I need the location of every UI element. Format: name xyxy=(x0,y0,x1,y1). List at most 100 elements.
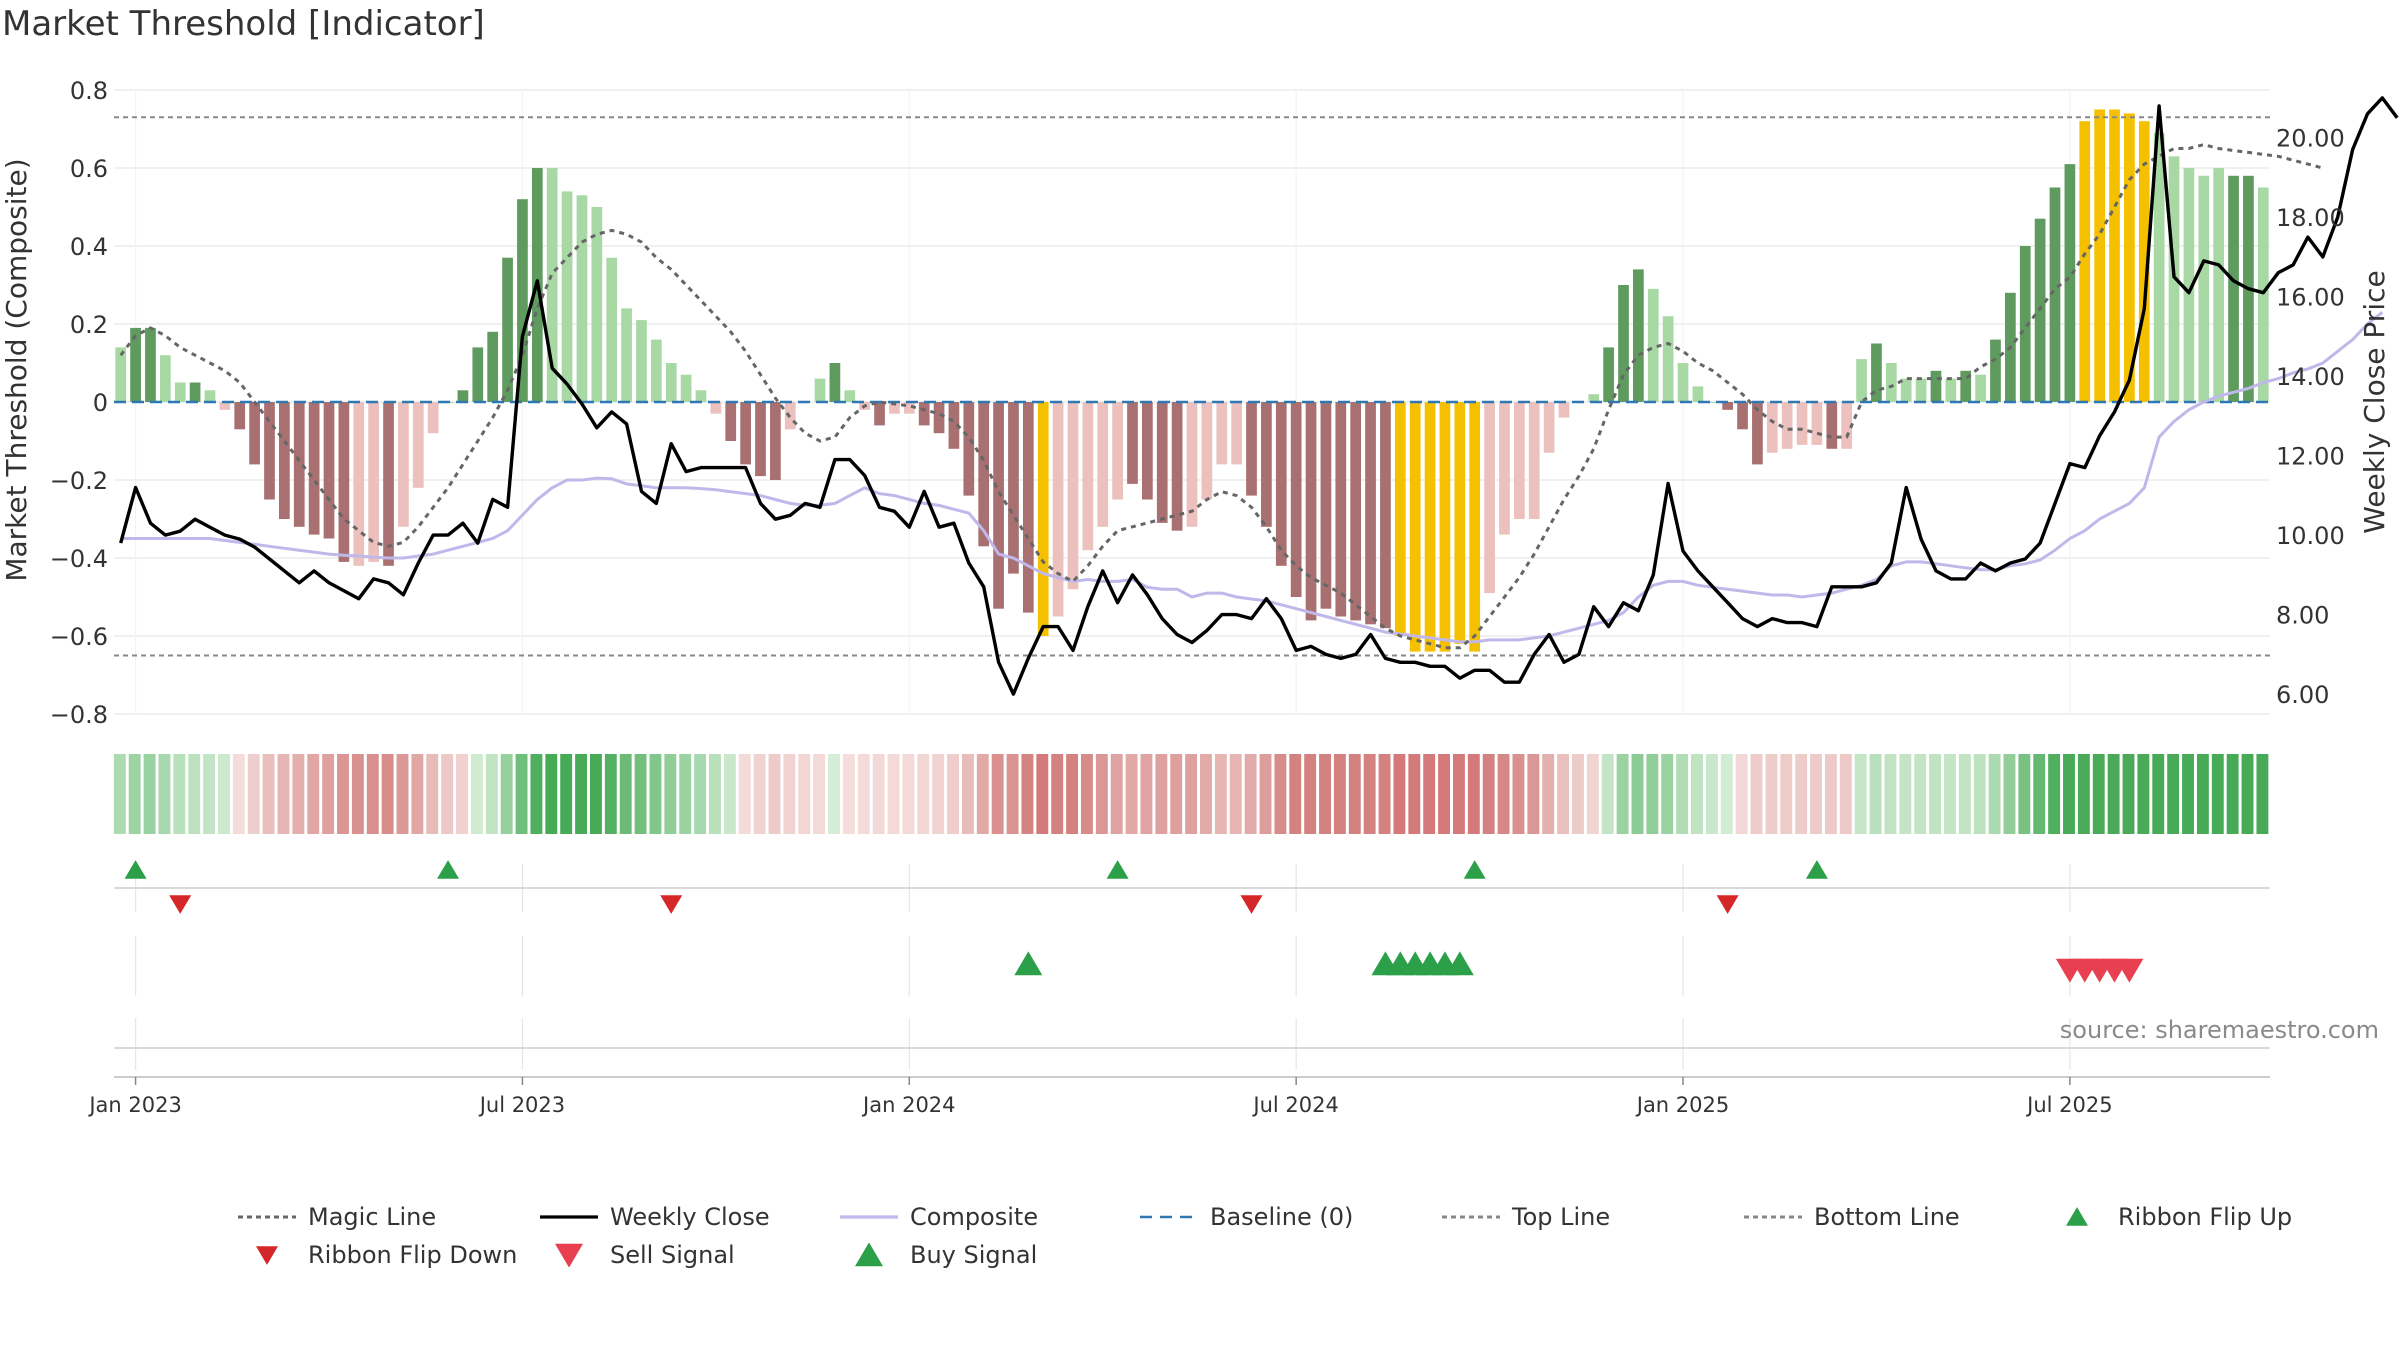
composite-bar xyxy=(680,374,692,402)
composite-bar xyxy=(1037,402,1049,636)
ribbon-cell xyxy=(1214,754,1227,834)
legend-label: Magic Line xyxy=(308,1203,437,1231)
ribbon-cell xyxy=(2241,754,2254,834)
legend-label: Bottom Line xyxy=(1814,1203,1960,1231)
ribbon-cell xyxy=(604,754,617,834)
composite-bar xyxy=(1662,316,1674,402)
legend-item: Ribbon Flip Down xyxy=(236,1241,517,1269)
legend-item: Composite xyxy=(838,1203,1038,1231)
composite-bar xyxy=(204,390,216,402)
composite-bar xyxy=(1275,402,1287,566)
composite-bar xyxy=(1261,402,1272,527)
ribbon-cell xyxy=(1110,754,1123,834)
composite-bar xyxy=(1885,363,1897,402)
composite-bar xyxy=(1305,402,1317,621)
legend-item: Sell Signal xyxy=(538,1241,735,1269)
composite-bar xyxy=(308,402,320,535)
composite-bar xyxy=(814,378,826,402)
ribbon-cell xyxy=(426,754,439,834)
ribbon-cell xyxy=(1988,754,2001,834)
ribbon-cell xyxy=(813,754,826,834)
composite-bar xyxy=(1647,288,1659,402)
composite-bar xyxy=(546,168,558,402)
ribbon-cell xyxy=(1943,754,1956,834)
composite-bar xyxy=(1022,402,1034,613)
ribbon-cell xyxy=(1765,754,1778,834)
ribbon-cell xyxy=(1423,754,1436,834)
composite-bar xyxy=(249,402,260,465)
composite-bars xyxy=(115,109,2269,652)
legend-line-icon xyxy=(238,1215,296,1219)
composite-bar xyxy=(1052,402,1064,617)
composite-bar xyxy=(1677,363,1689,402)
composite-bar xyxy=(2213,168,2225,402)
composite-bar xyxy=(1558,402,1570,418)
ribbon-cell xyxy=(2167,754,2180,834)
ribbon-cell xyxy=(694,754,707,834)
composite-bar xyxy=(1246,402,1257,496)
composite-bar xyxy=(1231,402,1242,465)
ribbon-cell xyxy=(1289,754,1302,834)
composite-bar xyxy=(398,402,409,527)
composite-bar xyxy=(665,363,677,402)
composite-bar xyxy=(457,390,469,402)
composite-bar xyxy=(829,363,841,402)
ribbon-cell xyxy=(1750,754,1763,834)
y-left-tick-label: 0.2 xyxy=(70,311,108,339)
ribbon-cell xyxy=(1616,754,1629,834)
composite-bar xyxy=(2019,246,2031,402)
signal-layer xyxy=(124,860,2144,983)
composite-bar xyxy=(1856,359,1867,402)
composite-bar xyxy=(2228,175,2239,402)
composite-bar xyxy=(874,402,885,426)
y-left-tick-label: −0.2 xyxy=(50,467,108,495)
ribbon-cell xyxy=(2226,754,2239,834)
ribbon-cell xyxy=(381,754,394,834)
x-tick-label: Jul 2023 xyxy=(478,1093,565,1117)
legend-item: Magic Line xyxy=(236,1203,436,1231)
composite-bar xyxy=(412,402,424,488)
composite-bar xyxy=(323,402,335,539)
composite-bar xyxy=(2138,121,2150,402)
ribbon-cell xyxy=(143,754,156,834)
composite-bar xyxy=(1781,402,1793,449)
ribbon-cell xyxy=(1572,754,1584,834)
y-left-tick-label: 0 xyxy=(93,389,108,417)
composite-bar xyxy=(1618,285,1629,402)
ribbon-cell xyxy=(396,754,409,834)
ribbon-cell xyxy=(976,754,989,834)
y-left-tick-label: −0.6 xyxy=(50,623,108,651)
ribbon-cell xyxy=(679,754,692,834)
ribbon-cell xyxy=(723,754,736,834)
composite-bar xyxy=(502,257,513,402)
ribbon-cell xyxy=(1631,754,1644,834)
ribbon-cell xyxy=(351,754,364,834)
composite-bar xyxy=(1766,402,1778,453)
ribbon-cell xyxy=(1155,754,1168,834)
composite-bar xyxy=(755,402,766,477)
composite-bar xyxy=(1484,402,1495,594)
ribbon-flip-down-icon xyxy=(660,895,683,914)
source-note: source: sharemaestro.com xyxy=(2060,1016,2379,1044)
ribbon-flip-down-icon xyxy=(169,895,192,914)
magic-line xyxy=(119,143,2324,650)
ribbon-cell xyxy=(1676,754,1689,834)
ribbon-cell xyxy=(2196,754,2209,834)
ribbon-cell xyxy=(337,754,349,834)
ribbon-flip-up-icon xyxy=(124,860,147,879)
ribbon-cell xyxy=(917,754,930,834)
ribbon-cell xyxy=(2137,754,2150,834)
ribbon-cell xyxy=(1125,754,1138,834)
ribbon-cell xyxy=(277,754,290,834)
composite-bar xyxy=(2079,121,2091,402)
ribbon-cell xyxy=(515,754,528,834)
composite-bar xyxy=(234,402,246,430)
composite-bar xyxy=(740,402,751,465)
ribbon-cell xyxy=(1512,754,1525,834)
ribbon-cell xyxy=(1854,754,1867,834)
ribbon-flip-down-icon xyxy=(1240,895,1263,914)
legend-label: Weekly Close xyxy=(610,1203,770,1231)
ribbon-cell xyxy=(1884,754,1897,834)
ribbon-cell xyxy=(113,754,126,834)
ribbon-cell xyxy=(1899,754,1912,834)
